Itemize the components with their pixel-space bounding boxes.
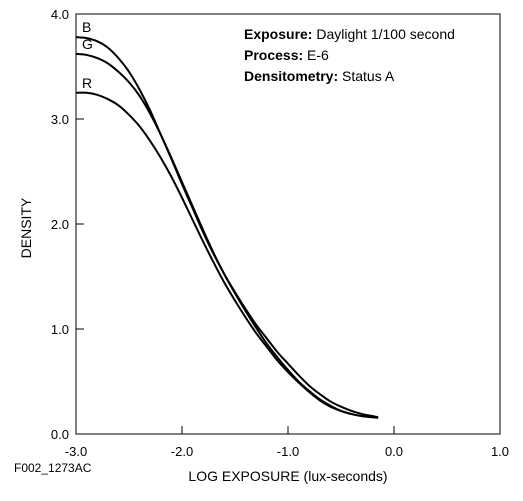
y-axis-title: DENSITY (18, 197, 34, 258)
info-line: Densitometry: Status A (244, 68, 395, 84)
info-value: E-6 (303, 47, 329, 63)
x-tick-label: 1.0 (491, 444, 509, 459)
x-tick-label: 0.0 (385, 444, 403, 459)
y-tick-label: 3.0 (51, 112, 69, 127)
series-line-r (75, 91, 379, 419)
info-line: Exposure: Daylight 1/100 second (244, 26, 455, 42)
series-curves (75, 36, 379, 419)
y-tick-label: 4.0 (51, 7, 69, 22)
x-tick-label: -1.0 (277, 444, 299, 459)
info-value: Daylight 1/100 second (312, 26, 454, 42)
info-line: Process: E-6 (244, 47, 329, 63)
info-value: Status A (338, 68, 395, 84)
series-line-b (75, 36, 379, 419)
info-key: Exposure: (244, 26, 312, 42)
series-label-g: G (82, 36, 93, 52)
y-tick-label: 1.0 (51, 322, 69, 337)
x-tick-label: -3.0 (65, 444, 87, 459)
info-key: Process: (244, 47, 303, 63)
series-labels: BG R (82, 19, 93, 91)
y-tick-label: 0.0 (51, 427, 69, 442)
series-label-b: B (82, 19, 91, 35)
info-key: Densitometry: (244, 68, 338, 84)
x-tick-label: -2.0 (171, 444, 193, 459)
figure-id: F002_1273AC (14, 461, 92, 475)
y-tick-label: 2.0 (51, 217, 69, 232)
series-label-r: R (82, 75, 92, 91)
exposure-info-block: Exposure: Daylight 1/100 second Process: … (244, 26, 455, 84)
axis-ticks: -3.0 -2.0 -1.0 0.0 1.0 0.0 1.0 2.0 3.0 4.0 (51, 7, 509, 459)
x-axis-title: LOG EXPOSURE (lux-seconds) (188, 468, 387, 484)
